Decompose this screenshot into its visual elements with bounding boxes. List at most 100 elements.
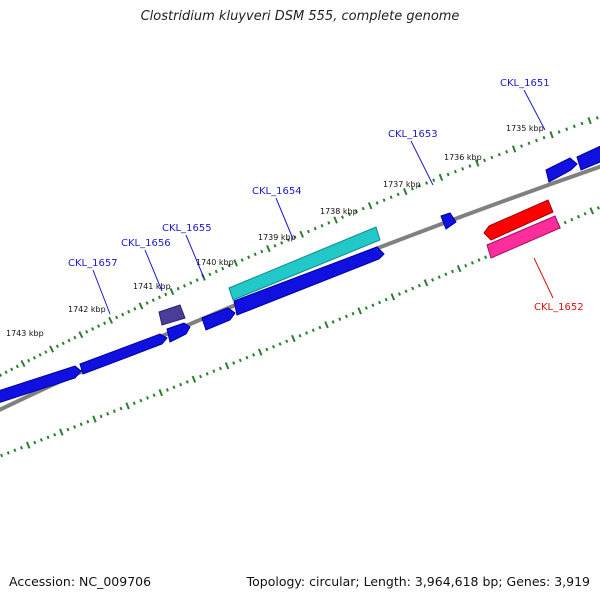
inner-tick [357, 307, 362, 315]
inner-tick [464, 263, 468, 268]
outer-tick [4, 370, 8, 375]
outer-tick [535, 138, 538, 143]
gene-ckl-1654-arrow [228, 226, 381, 301]
gene-label[interactable]: CKL_1657 [68, 258, 118, 269]
outer-tick [151, 298, 155, 302]
outer-tick [461, 167, 465, 171]
inner-tick [224, 362, 230, 370]
gene-ckl-1652b-arrow [486, 215, 561, 259]
gene-label[interactable]: CKL_1655 [162, 223, 212, 234]
outer-tick [49, 345, 55, 353]
outer-tick [208, 272, 212, 277]
outer-tick [286, 238, 290, 242]
inner-tick [351, 311, 355, 316]
outer-tick [32, 355, 36, 360]
gene-leader-line [533, 257, 554, 299]
inner-tick [477, 258, 481, 262]
gene-label[interactable]: CKL_1652 [534, 302, 584, 313]
outer-tick [115, 315, 119, 320]
gene-labels: CKL_1651 CKL_1652 CKL_1653 CKL_1654 CKL_1655… [68, 78, 584, 313]
gene-ckl-1658-arrow-shape [0, 365, 82, 403]
outer-tick [273, 243, 277, 248]
inner-tick [411, 286, 415, 291]
gene-ckl-1653-arrow [440, 212, 457, 230]
outer-tick [176, 286, 180, 291]
gene-ckl-1657-arrow [79, 333, 168, 375]
outer-tick [15, 364, 19, 369]
scale-labels: 1735 kbp 1736 kbp 1737 kbp 1738 kbp 1739 kbp… [6, 124, 544, 338]
inner-tick [331, 320, 335, 324]
outer-tick [240, 258, 244, 262]
gene-ckl-1651-arrow-shape [545, 157, 578, 183]
outer-tick [214, 269, 218, 274]
inner-tick [570, 217, 574, 222]
gene-leader-line [275, 197, 294, 240]
gene-ckl-1654b-arrow-shape [233, 246, 385, 316]
inner-tick [338, 317, 342, 321]
gene-ckl-1652b-arrow-shape [486, 215, 561, 259]
outer-tick [347, 212, 351, 217]
gene-leader-line [410, 140, 434, 186]
scale-label: 1743 kbp [6, 329, 44, 338]
inner-tick [92, 415, 97, 423]
outer-tick [55, 344, 59, 349]
scale-label: 1736 kbp [444, 153, 482, 162]
inner-tick [364, 306, 368, 310]
inner-tick [583, 212, 587, 216]
gene-label[interactable]: CKL_1651 [500, 78, 550, 89]
outer-tick [260, 249, 264, 254]
genes-layer [0, 145, 600, 403]
inner-tick [125, 402, 130, 410]
gene-leader-line [523, 89, 546, 131]
inner-tick [437, 275, 441, 279]
inner-tick [298, 333, 302, 338]
gene-ckl-1658-arrow [0, 365, 82, 403]
inner-tick [132, 401, 136, 406]
outer-tick [410, 186, 414, 191]
inner-tick [99, 414, 103, 419]
outer-tick [453, 169, 457, 174]
outer-tick [527, 141, 531, 146]
inner-tick [596, 206, 600, 210]
outer-tick [108, 316, 114, 324]
inner-tick [245, 355, 249, 360]
outer-tick [38, 353, 42, 357]
outer-tick [97, 324, 101, 328]
inner-tick [139, 398, 143, 403]
gene-ckl-1653-arrow-shape [440, 212, 457, 230]
outer-tick [73, 335, 77, 340]
inner-tick [39, 438, 43, 442]
outer-tick [417, 184, 421, 188]
gene-label[interactable]: CKL_1656 [121, 238, 171, 249]
genome-summary-text: Topology: circular; Length: 3,964,618 bp… [246, 574, 590, 589]
outer-tick [67, 338, 71, 343]
outer-tick [27, 358, 31, 363]
outer-tick [468, 164, 472, 168]
accession-text: Accession: NC_009706 [9, 574, 152, 589]
outer-tick [438, 173, 444, 181]
inner-tick [378, 300, 382, 305]
inner-tick [79, 422, 83, 427]
outer-tick [490, 155, 494, 160]
outer-tick [233, 259, 238, 267]
outer-tick [227, 264, 231, 268]
scale-label: 1737 kbp [383, 180, 421, 189]
outer-tick [505, 150, 509, 154]
gene-ckl-1650-arrow-shape [576, 145, 600, 171]
inner-tick [152, 393, 156, 398]
inner-tick [20, 445, 23, 450]
gene-label[interactable]: CKL_1653 [388, 129, 438, 140]
gene-ckl-1654b-arrow [233, 246, 385, 316]
outer-tick [10, 367, 14, 372]
outer-tick [557, 130, 561, 134]
outer-tick [138, 302, 144, 310]
scale-label: 1738 kbp [320, 207, 358, 216]
outer-tick [61, 341, 65, 346]
inner-tick [6, 451, 10, 455]
inner-tick [252, 353, 256, 357]
scale-label: 1739 kbp [258, 233, 296, 242]
inner-tick [305, 331, 309, 335]
outer-tick [382, 198, 386, 202]
gene-label[interactable]: CKL_1654 [252, 186, 302, 197]
